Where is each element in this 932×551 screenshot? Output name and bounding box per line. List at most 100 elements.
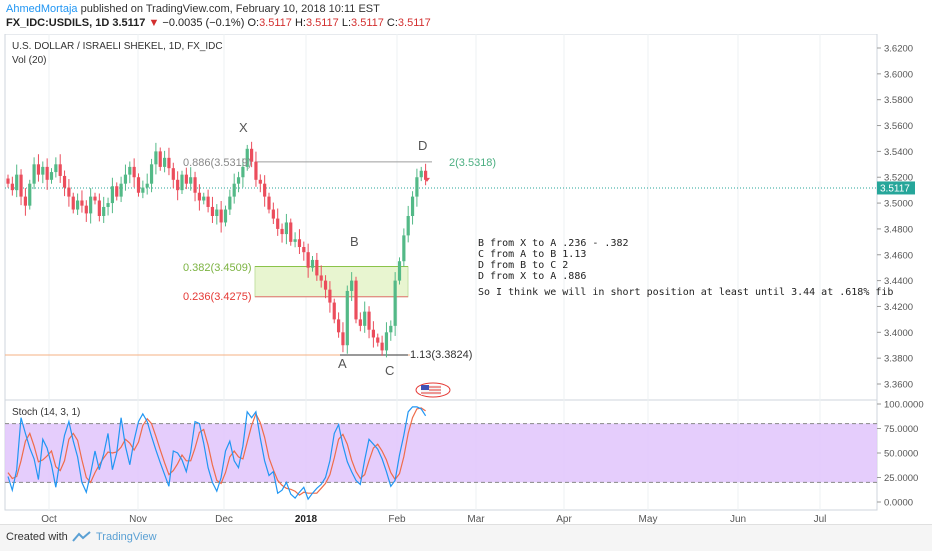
candle-body[interactable] [241,166,245,178]
candle-body[interactable] [128,166,132,175]
candle-body[interactable] [319,275,323,281]
candle-body[interactable] [371,329,375,338]
stoch-axis[interactable]: 100.0000 75.0000 50.0000 25.0000 0.0000 [877,400,924,509]
time-axis[interactable]: Oct Nov Dec 2018 Feb Mar Apr May Jun Jul [41,514,826,524]
candle-body[interactable] [67,187,71,197]
candle-body[interactable] [93,196,97,201]
candle-body[interactable] [19,174,23,197]
candle-body[interactable] [10,183,14,191]
candle-body[interactable] [328,289,332,303]
candle-body[interactable] [158,151,162,167]
candle-body[interactable] [280,228,284,235]
candle-body[interactable] [424,170,428,180]
candle-body[interactable] [49,172,54,180]
candle-body[interactable] [254,161,258,180]
candle-body[interactable] [80,200,84,206]
candle-body[interactable] [193,177,197,193]
candle-body[interactable] [271,209,275,219]
candle-body[interactable] [250,148,254,162]
candle-body[interactable] [289,222,293,242]
candle-body[interactable] [393,280,397,326]
candle-body[interactable] [293,239,297,242]
candle-body[interactable] [110,186,114,204]
candle-body[interactable] [232,183,236,197]
candle-body[interactable] [54,164,58,173]
candle-body[interactable] [267,196,271,210]
candle-body[interactable] [284,222,288,235]
candle-body[interactable] [84,205,88,214]
candle-body[interactable] [397,261,402,281]
candle-body[interactable] [315,259,319,276]
candle-body[interactable] [210,206,215,216]
tradingview-brand[interactable]: TradingView [96,531,157,543]
candle-body[interactable] [58,164,62,176]
candle-body[interactable] [141,187,145,193]
author-link[interactable]: AhmedMortaja [6,3,78,15]
candle-body[interactable] [297,239,302,248]
candle-body[interactable] [245,148,249,167]
candle-body[interactable] [167,157,171,169]
candle-body[interactable] [258,179,262,184]
candle-body[interactable] [28,183,32,206]
candle-body[interactable] [215,209,219,216]
candle-body[interactable] [123,174,128,184]
candle-body[interactable] [6,178,10,184]
candle-body[interactable] [363,311,367,326]
candle-body[interactable] [323,280,328,290]
candle-body[interactable] [350,280,354,291]
candle-body[interactable] [263,183,267,197]
candle-body[interactable] [132,166,136,178]
candle-body[interactable] [223,209,228,223]
candle-body[interactable] [15,174,19,191]
candle-body[interactable] [176,179,180,191]
candle-body[interactable] [376,337,380,343]
price-candles[interactable] [6,141,430,358]
candle-body[interactable] [354,280,358,320]
candle-body[interactable] [197,192,201,201]
candle-body[interactable] [228,196,232,210]
candle-body[interactable] [145,183,149,188]
candle-body[interactable] [341,332,345,346]
candle-body[interactable] [219,209,223,223]
us-flag-icon[interactable] [415,382,451,398]
chart-area[interactable]: 0.886(3.5319) 2(3.5318) 0.382(3.4509) 0.… [0,34,932,524]
candle-body[interactable] [415,177,419,197]
candle-body[interactable] [71,196,75,210]
candle-body[interactable] [163,157,167,167]
candle-body[interactable] [154,151,158,165]
candle-body[interactable] [202,196,206,201]
candle-body[interactable] [345,290,349,346]
candle-body[interactable] [184,174,188,184]
candle-body[interactable] [310,259,315,268]
candle-body[interactable] [367,311,371,330]
candle-body[interactable] [419,170,423,178]
candle-body[interactable] [384,332,389,351]
candle-body[interactable] [189,177,193,184]
candle-body[interactable] [102,206,106,216]
candle-body[interactable] [171,168,175,180]
candle-body[interactable] [406,216,410,236]
candle-body[interactable] [180,174,184,191]
price-axis[interactable]: 3.6200 3.6000 3.5800 3.5600 3.5400 3.5200 3.50… [877,44,913,391]
candle-body[interactable] [206,196,210,207]
candle-body[interactable] [402,235,406,262]
tradingview-logo-icon[interactable] [72,531,92,543]
price-pane[interactable] [4,34,878,401]
candle-body[interactable] [41,166,45,175]
candle-body[interactable] [149,164,154,184]
candle-body[interactable] [89,196,93,214]
candle-body[interactable] [45,166,49,180]
candle-body[interactable] [97,200,101,216]
candle-body[interactable] [389,325,393,333]
candle-body[interactable] [276,218,280,229]
candle-body[interactable] [236,177,241,184]
candle-body[interactable] [62,175,67,188]
candle-body[interactable] [106,203,110,207]
candle-body[interactable] [119,183,123,197]
candle-body[interactable] [358,319,362,326]
candle-body[interactable] [36,164,41,175]
candle-body[interactable] [76,200,80,210]
candle-body[interactable] [332,302,336,320]
candle-body[interactable] [136,177,141,193]
candle-body[interactable] [410,196,415,216]
